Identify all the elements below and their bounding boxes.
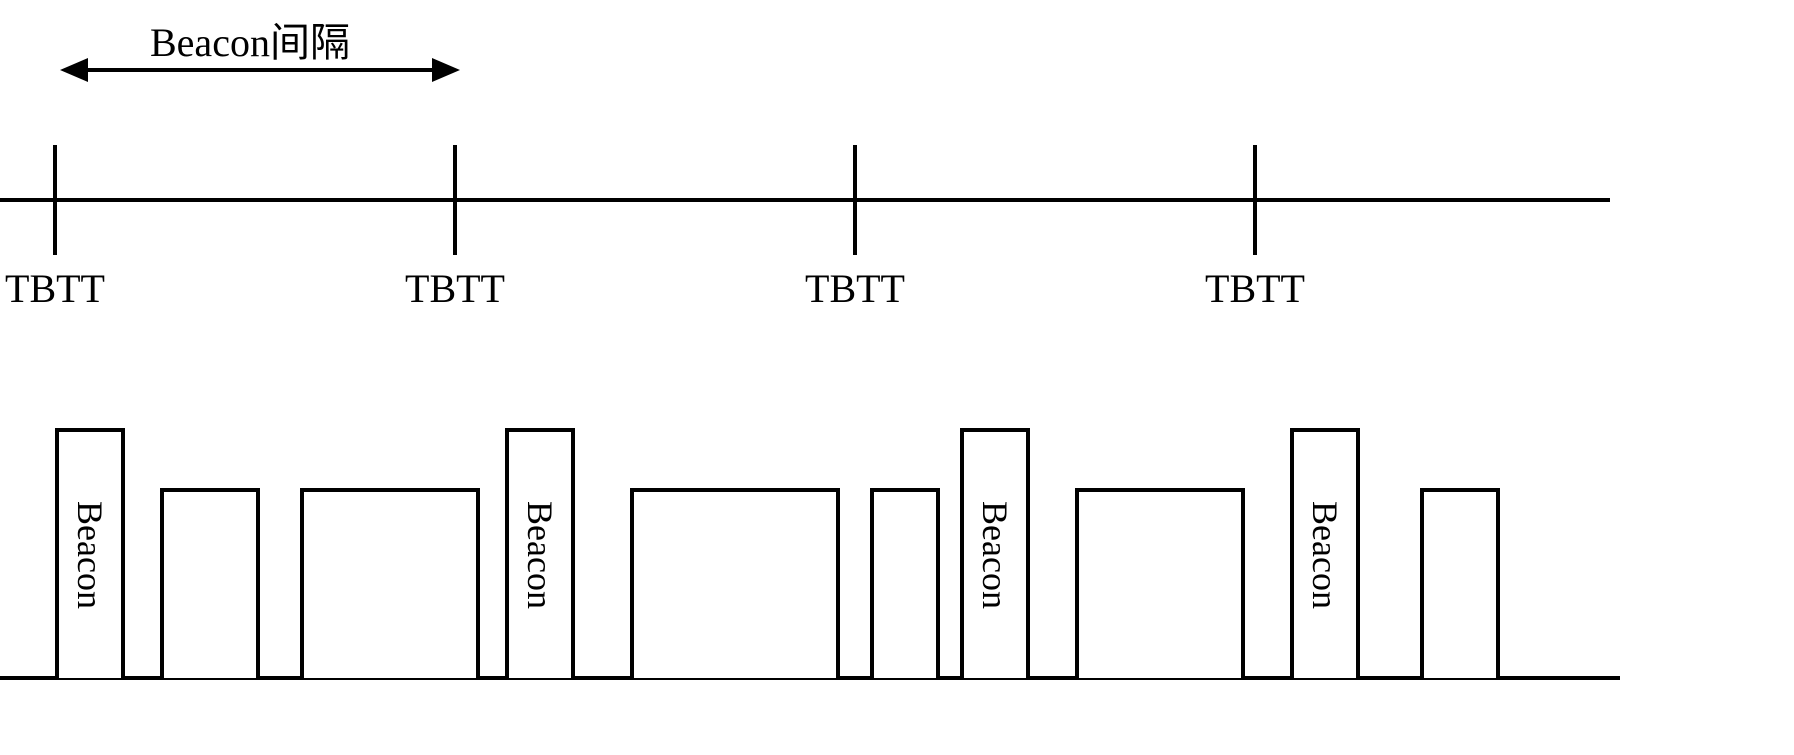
beacon-label: Beacon: [69, 501, 111, 609]
timeline-line: [0, 198, 1610, 202]
arrow-head-right: [432, 58, 460, 82]
beacon-block: Beacon: [55, 428, 125, 678]
beacon-block: Beacon: [505, 428, 575, 678]
timeline-tick: [53, 145, 57, 255]
data-block: [300, 488, 480, 678]
beacon-block: Beacon: [960, 428, 1030, 678]
data-block: [630, 488, 840, 678]
tbtt-label: TBTT: [1205, 265, 1305, 312]
timeline-tick: [453, 145, 457, 255]
tbtt-label: TBTT: [805, 265, 905, 312]
diagram-container: Beacon间隔 TBTT TBTT TBTT TBTT Beacon Beacon Be…: [0, 0, 1794, 755]
timeline-tick: [853, 145, 857, 255]
beacon-label: Beacon: [519, 501, 561, 609]
data-block: [1420, 488, 1500, 678]
beacon-block: Beacon: [1290, 428, 1360, 678]
data-block: [160, 488, 260, 678]
interval-arrow: [86, 68, 434, 72]
tbtt-label: TBTT: [405, 265, 505, 312]
tbtt-label: TBTT: [5, 265, 105, 312]
data-block: [1075, 488, 1245, 678]
timeline-tick: [1253, 145, 1257, 255]
arrow-head-left: [60, 58, 88, 82]
interval-label: Beacon间隔: [150, 10, 350, 68]
beacon-label: Beacon: [974, 501, 1016, 609]
data-block: [870, 488, 940, 678]
beacon-label: Beacon: [1304, 501, 1346, 609]
